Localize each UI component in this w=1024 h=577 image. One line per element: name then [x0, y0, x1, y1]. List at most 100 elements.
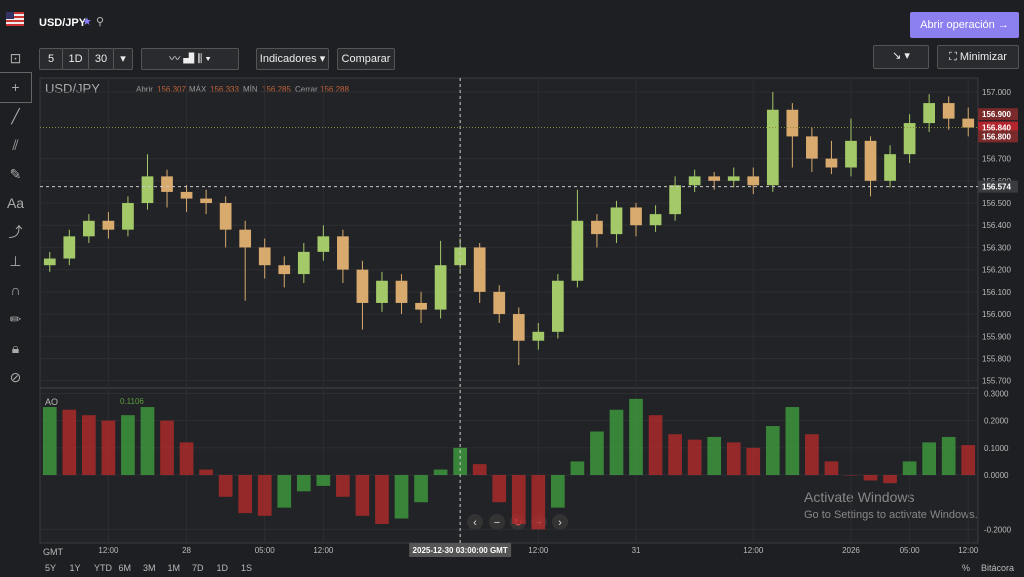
ao-bar: [394, 475, 409, 519]
y2-tick-label: 0.0000: [984, 471, 1009, 480]
price-marker: [978, 130, 1018, 143]
ao-bar: [238, 475, 253, 514]
y-tick-label: 156.000: [982, 310, 1011, 319]
range-button[interactable]: 5Y: [45, 563, 57, 573]
candle-body: [551, 280, 564, 332]
price-marker-label: 156.800: [982, 132, 1011, 141]
chart-symbol: USD/JPY: [45, 81, 100, 96]
candle-body: [395, 280, 408, 303]
range-button[interactable]: 6M: [118, 563, 132, 573]
y2-tick-label: 0.3000: [984, 389, 1009, 398]
range-button[interactable]: 1S: [241, 563, 253, 573]
ao-bar: [551, 475, 565, 508]
tool-icon[interactable]: 🔒︎: [11, 340, 20, 356]
x-tick-label: 05:00: [900, 546, 921, 555]
range-button[interactable]: 1M: [167, 563, 181, 573]
ohlc-value: 156.333: [210, 85, 239, 94]
range-button[interactable]: 1D: [216, 563, 229, 573]
y-tick-label: 156.500: [982, 199, 1011, 208]
percent-toggle[interactable]: %: [962, 563, 971, 573]
ohlc-value: 156.307: [157, 85, 186, 94]
y2-tick-label: -0.2000: [984, 525, 1012, 534]
candle-body: [43, 258, 56, 266]
y2-tick-label: 0.2000: [984, 417, 1009, 426]
y-tick-label: 155.900: [982, 332, 1011, 341]
x-tick-label: 12:00: [528, 546, 549, 555]
ao-bar: [42, 407, 57, 476]
zoom-button[interactable]: [467, 514, 483, 530]
price-marker: [978, 121, 1018, 134]
tool-icon[interactable]: ⊥: [9, 253, 22, 269]
candle-body: [141, 176, 154, 204]
open-trade-label: Abrir operación: [920, 19, 995, 31]
candle-body: [239, 229, 252, 248]
ohlc-label: MÍN: [243, 85, 258, 94]
ao-bar: [570, 461, 585, 476]
y-tick-label: 156.100: [982, 288, 1011, 297]
tool-icon[interactable]: ✎: [9, 166, 22, 182]
range-button[interactable]: 7D: [192, 563, 204, 573]
compare-button[interactable]: Comparar: [337, 48, 395, 70]
x-tick-label: 28: [182, 546, 191, 555]
range-button[interactable]: YTD: [94, 563, 112, 573]
ao-bar: [707, 436, 722, 476]
interval-dropdown[interactable]: ▾: [113, 48, 133, 70]
ao-bar: [668, 434, 682, 476]
candle-body: [63, 236, 76, 259]
ao-bar: [140, 407, 155, 476]
zoom-button[interactable]: [552, 514, 568, 530]
open-trade-button[interactable]: Abrir operación →: [910, 12, 1019, 38]
candle-body: [669, 185, 681, 215]
y-tick-label: 156.700: [982, 155, 1011, 164]
tool-icon[interactable]: ⫽: [12, 137, 19, 153]
candle-body: [649, 214, 662, 226]
range-button[interactable]: 1Y: [69, 563, 81, 573]
ao-bar: [296, 475, 311, 492]
search-icon[interactable]: ⚲: [96, 16, 105, 28]
candle-body: [376, 280, 388, 303]
zoom-icon: ›: [558, 517, 562, 529]
candle-body: [923, 103, 936, 124]
tool-text[interactable]: Aa: [6, 195, 25, 211]
flag-icon: [6, 12, 24, 26]
tool-icon[interactable]: ✏: [9, 311, 22, 327]
range-button[interactable]: 3M: [143, 563, 156, 573]
chart-type-buttons[interactable]: 〰 ▟ ⫼ ▾: [141, 48, 239, 70]
candle-body: [219, 203, 232, 230]
y-tick-label: 155.700: [982, 377, 1011, 386]
tool-icon[interactable]: ⊡: [9, 50, 22, 66]
tool-icon[interactable]: ⊘: [9, 369, 22, 385]
candle-body: [942, 103, 955, 119]
log-toggle[interactable]: Bitácora: [981, 563, 1015, 573]
trend-button[interactable]: ↘ ▾: [873, 45, 929, 69]
candle-body: [200, 198, 212, 204]
candle-body: [102, 220, 115, 230]
tool-icon[interactable]: ⤴: [8, 224, 23, 240]
zoom-button[interactable]: [489, 514, 505, 530]
plot-frame: [39, 77, 979, 544]
candle-body: [297, 251, 310, 275]
ohlc-label: MÁX: [189, 85, 207, 94]
price-marker: [978, 108, 1018, 121]
indicators-button[interactable]: Indicadores ▾: [256, 48, 329, 70]
candle-body: [864, 140, 877, 181]
interval-button[interactable]: 30: [88, 48, 114, 70]
ao-bar: [746, 447, 761, 476]
candle-body: [845, 140, 857, 168]
candle-body: [337, 236, 349, 270]
ao-bar: [375, 475, 389, 524]
candle-body: [278, 265, 291, 275]
ao-bar: [355, 475, 370, 516]
minimize-button[interactable]: ⛶ Minimizar: [937, 45, 1019, 69]
x-tick-label: 12:00: [958, 546, 979, 555]
zoom-icon: ‹: [473, 517, 477, 529]
favorite-icon[interactable]: ★: [82, 16, 92, 28]
candle-body: [180, 191, 193, 199]
candle-body: [610, 207, 623, 235]
tool-icon[interactable]: ╱: [11, 108, 20, 124]
tool-icon[interactable]: ∩: [10, 282, 21, 298]
ao-bar: [648, 415, 663, 476]
ao-bar: [199, 469, 213, 476]
tool-icon[interactable]: +: [0, 72, 32, 103]
